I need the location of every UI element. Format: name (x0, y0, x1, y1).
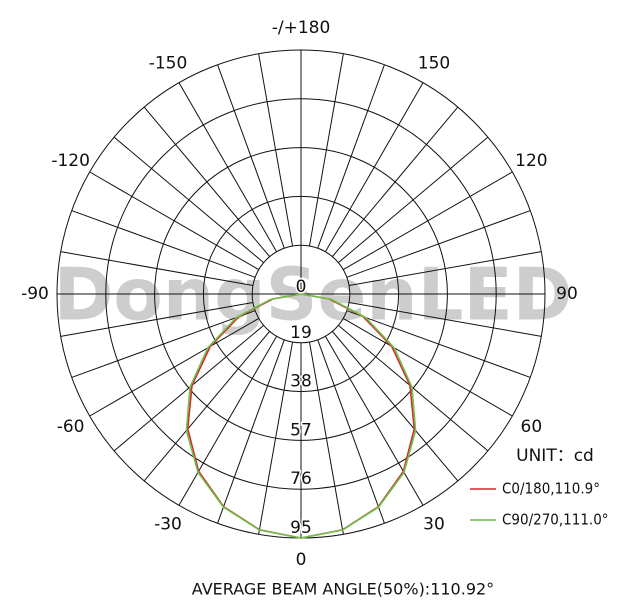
unit-label: UNIT：cd (516, 446, 594, 466)
angle-tick-label: -30 (154, 514, 182, 534)
angle-tick-label: 90 (556, 284, 578, 304)
legend-label: C90/270,111.0° (502, 511, 609, 529)
angle-tick-label: -120 (51, 151, 90, 171)
r-tick-label: 0 (296, 277, 307, 297)
angle-tick-label: 60 (521, 417, 543, 437)
angle-tick-label: 30 (423, 514, 445, 534)
angle-tick-label: 120 (515, 151, 547, 171)
r-tick-label: 19 (290, 323, 312, 343)
angle-tick-label: -60 (57, 417, 85, 437)
angle-tick-label: -150 (149, 54, 188, 74)
curve (185, 293, 417, 539)
footer: AVERAGE BEAM ANGLE(50%):110.92° (192, 580, 494, 599)
angle-tick-label: -/+180 (272, 18, 331, 38)
angle-tick-label: 150 (418, 54, 450, 74)
r-tick-label: 76 (290, 469, 312, 489)
legend-label: C0/180,110.9° (502, 480, 600, 498)
angle-tick-label: 0 (296, 550, 307, 570)
r-tick-label: 38 (290, 372, 312, 392)
r-tick-label: 95 (290, 518, 312, 538)
r-tick-label: 57 (290, 420, 312, 440)
angle-tick-label: -90 (21, 284, 49, 304)
